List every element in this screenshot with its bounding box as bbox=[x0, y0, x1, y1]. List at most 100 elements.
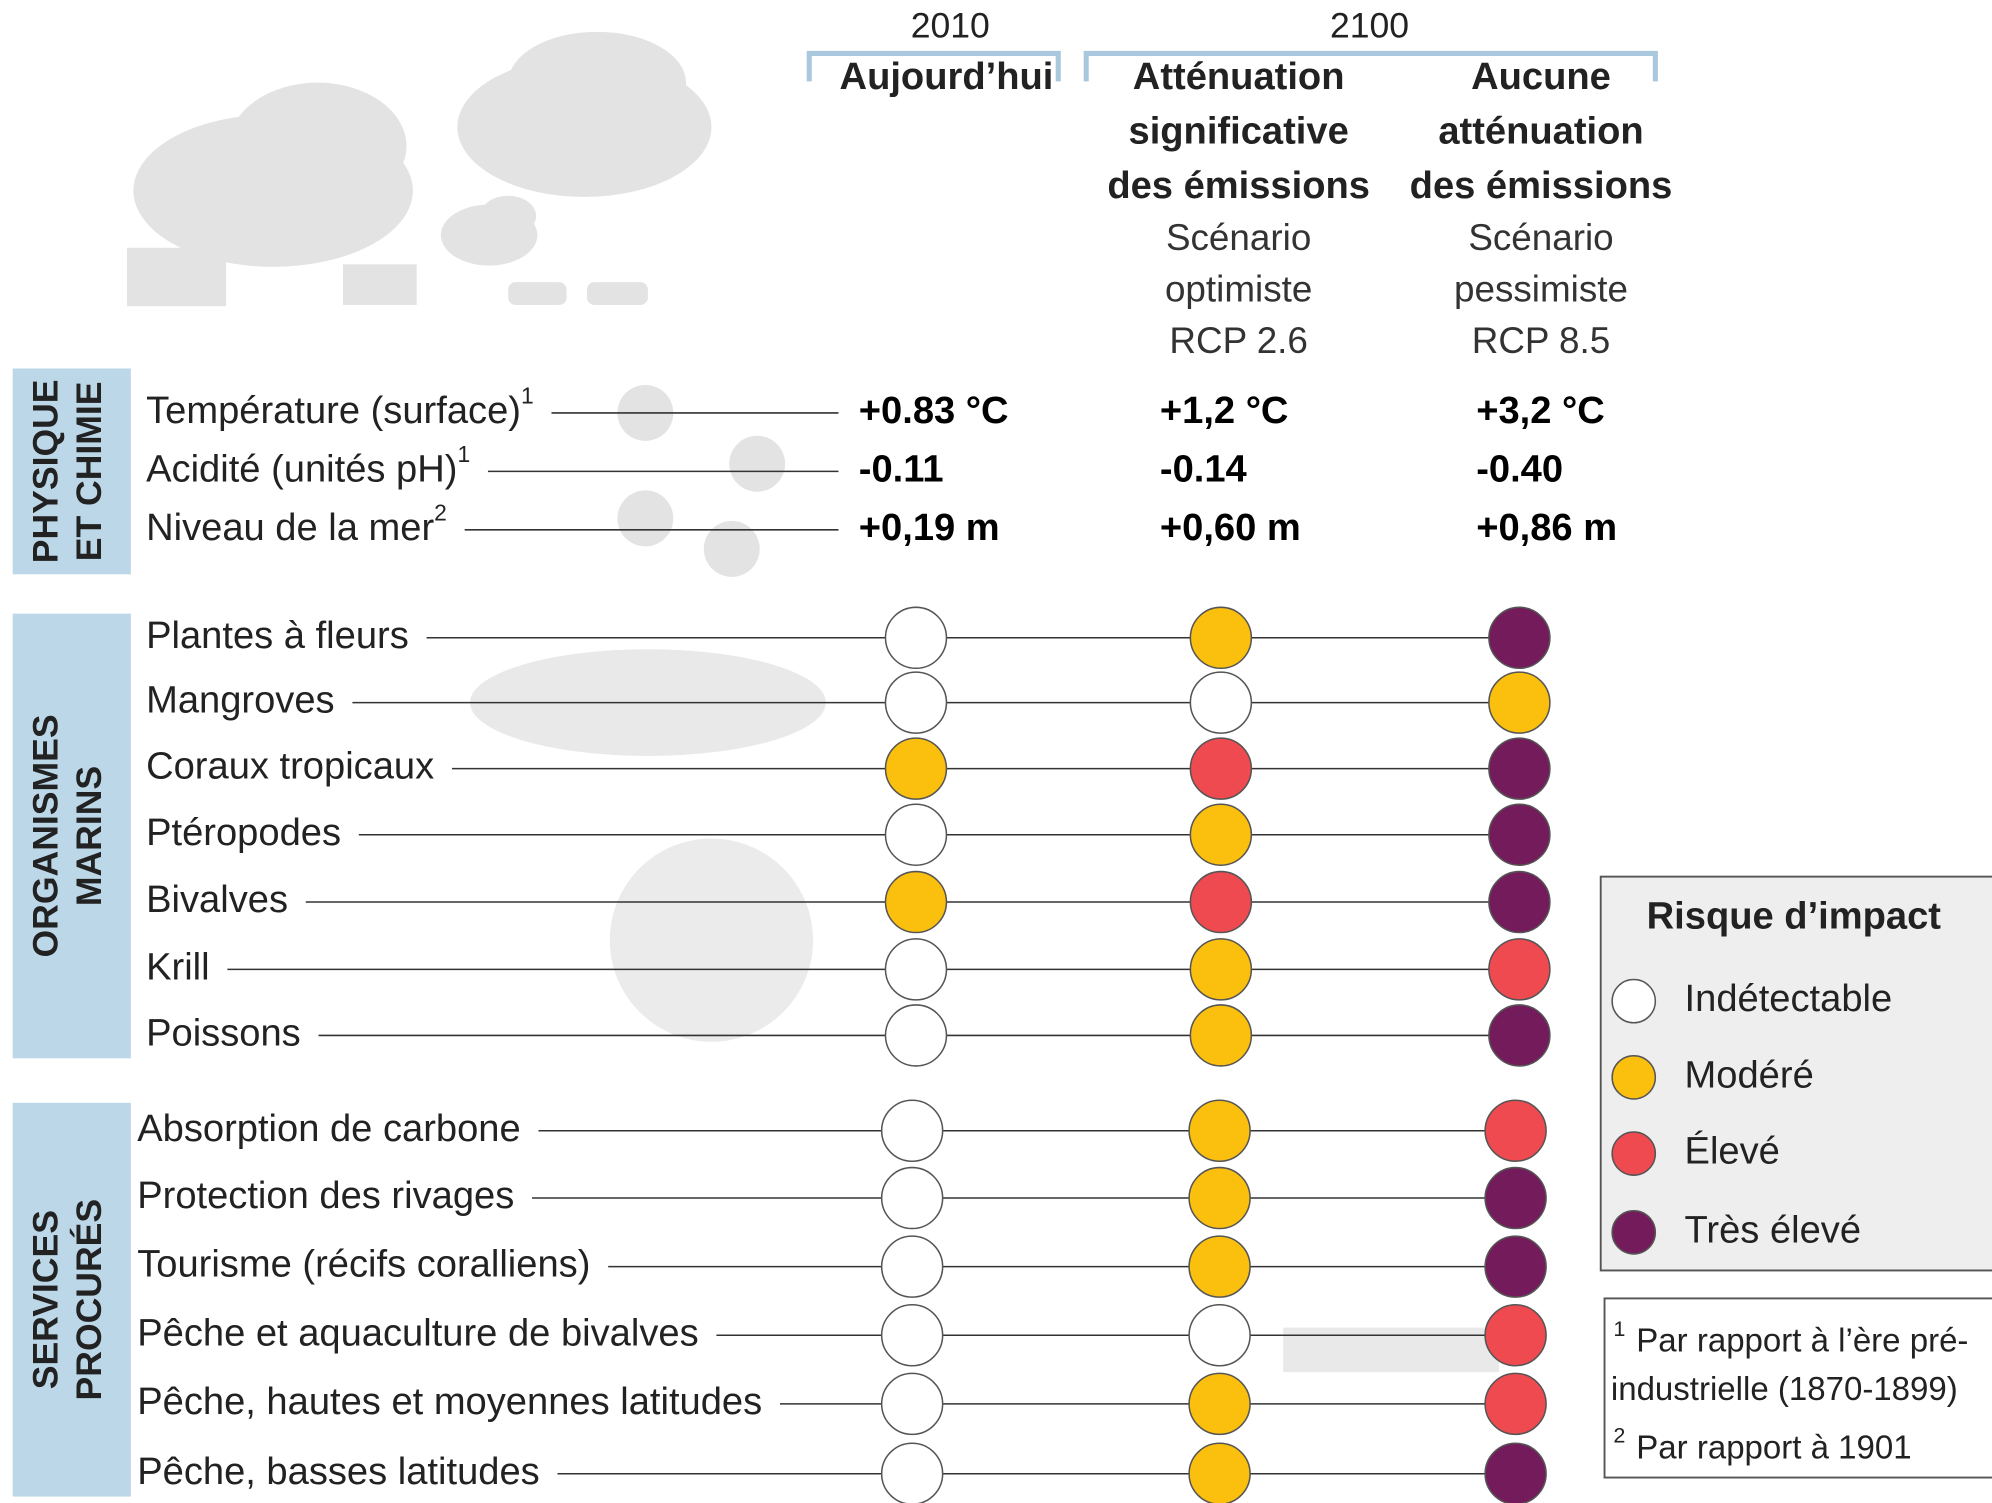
legend-title: Risque d’impact bbox=[1647, 896, 1942, 938]
year-label: 2010 bbox=[911, 5, 990, 45]
section-box bbox=[12, 368, 131, 575]
section-label: MARINS bbox=[69, 766, 109, 906]
row-label: Tourisme (récifs coralliens) bbox=[137, 1244, 590, 1286]
notes-box bbox=[1603, 1297, 1992, 1479]
row-value: +0,60 m bbox=[1160, 507, 1301, 549]
risk-circle bbox=[884, 606, 948, 670]
risk-circle bbox=[1488, 938, 1551, 1001]
risk-circle bbox=[1189, 671, 1253, 734]
risk-circle bbox=[1188, 1099, 1251, 1162]
risk-circle bbox=[1189, 938, 1253, 1001]
risk-circle bbox=[1189, 737, 1253, 800]
column-title: Aucune bbox=[1471, 56, 1611, 98]
legend-swatch bbox=[1611, 1055, 1657, 1100]
row-value: +0.83 °C bbox=[859, 390, 1009, 432]
footnote-marker: 2 bbox=[434, 500, 447, 526]
section-label: PHYSIQUE bbox=[26, 379, 66, 563]
row-label: Krill bbox=[146, 946, 210, 988]
risk-circle bbox=[1188, 1442, 1251, 1503]
label-text: Niveau de la mer bbox=[146, 507, 434, 549]
risk-circle bbox=[1188, 1304, 1251, 1367]
risk-circle bbox=[880, 1166, 944, 1230]
row-label: Ptéropodes bbox=[146, 812, 341, 854]
row-label: Pêche, hautes et moyennes latitudes bbox=[137, 1381, 762, 1423]
row-label: Niveau de la mer2 bbox=[146, 500, 447, 549]
risk-circle bbox=[1189, 803, 1253, 866]
row-label: Poissons bbox=[146, 1012, 301, 1054]
row-value: +0,86 m bbox=[1476, 507, 1617, 549]
row-value: +3,2 °C bbox=[1476, 390, 1605, 432]
risk-circle bbox=[1488, 870, 1551, 934]
column-subtitle: pessimiste bbox=[1454, 268, 1628, 309]
note-text: industrielle (1870-1899) bbox=[1611, 1370, 1958, 1407]
year-label: 2100 bbox=[1330, 5, 1409, 45]
row-label: Protection des rivages bbox=[137, 1175, 514, 1217]
column-title: atténuation bbox=[1438, 111, 1643, 153]
section-label: ET CHIMIE bbox=[69, 381, 109, 561]
risk-circle bbox=[1488, 803, 1551, 866]
risk-circle bbox=[1484, 1235, 1547, 1298]
row-label: Température (surface)1 bbox=[146, 383, 534, 432]
section-label: PROCURÉS bbox=[69, 1199, 109, 1401]
legend-box bbox=[1599, 875, 1992, 1272]
risk-circle bbox=[1188, 1166, 1251, 1230]
risk-circle bbox=[1484, 1166, 1547, 1230]
risk-circle bbox=[1488, 671, 1551, 734]
row-value: -0.40 bbox=[1476, 448, 1563, 490]
row-label: Pêche et aquaculture de bivalves bbox=[137, 1312, 698, 1354]
row-value: +0,19 m bbox=[859, 507, 1000, 549]
footnote-marker: 1 bbox=[457, 441, 470, 467]
risk-circle bbox=[1188, 1372, 1251, 1436]
legend-label: Modéré bbox=[1685, 1054, 1814, 1096]
risk-circle bbox=[1189, 606, 1253, 670]
row-label: Plantes à fleurs bbox=[146, 615, 409, 657]
row-label: Acidité (unités pH)1 bbox=[146, 441, 470, 490]
risk-circle bbox=[1484, 1304, 1547, 1367]
note-text: Par rapport à 1901 bbox=[1636, 1428, 1911, 1465]
note-marker: 1 bbox=[1613, 1316, 1625, 1341]
risk-circle bbox=[884, 1004, 948, 1067]
risk-circle bbox=[880, 1099, 944, 1162]
legend-label: Très élevé bbox=[1685, 1209, 1862, 1251]
section-label: SERVICES bbox=[26, 1210, 66, 1389]
column-title: des émissions bbox=[1410, 165, 1673, 207]
column-title: des émissions bbox=[1107, 165, 1370, 207]
risk-circle bbox=[1189, 1004, 1253, 1067]
column-title: significative bbox=[1129, 111, 1349, 153]
legend-swatch bbox=[1611, 1209, 1657, 1255]
row-value: +1,2 °C bbox=[1160, 390, 1289, 432]
row-value: -0.14 bbox=[1160, 448, 1247, 490]
risk-circle bbox=[880, 1372, 944, 1436]
risk-circle bbox=[884, 870, 948, 934]
legend-swatch bbox=[1611, 978, 1657, 1024]
risk-circle bbox=[884, 938, 948, 1001]
risk-circle bbox=[1484, 1099, 1547, 1162]
risk-circle bbox=[1484, 1442, 1547, 1503]
legend-swatch bbox=[1611, 1131, 1657, 1176]
label-text: Acidité (unités pH) bbox=[146, 448, 457, 490]
note-marker: 2 bbox=[1613, 1423, 1625, 1448]
risk-circle bbox=[1484, 1372, 1547, 1436]
row-value: -0.11 bbox=[859, 448, 944, 490]
row-label: Absorption de carbone bbox=[137, 1108, 520, 1150]
column-title: Aujourd’hui bbox=[840, 56, 1054, 98]
risk-circle bbox=[1188, 1235, 1251, 1298]
column-subtitle: Scénario bbox=[1468, 217, 1613, 258]
label-text: Température (surface) bbox=[146, 390, 521, 432]
risk-circle bbox=[884, 803, 948, 866]
column-title: Atténuation bbox=[1133, 56, 1345, 98]
footnote-marker: 1 bbox=[521, 383, 534, 409]
column-subtitle: RCP 2.6 bbox=[1169, 320, 1308, 361]
legend-label: Élevé bbox=[1685, 1130, 1780, 1173]
risk-circle bbox=[884, 737, 948, 800]
row-label: Mangroves bbox=[146, 680, 335, 722]
note-text: Par rapport à l’ère pré- bbox=[1636, 1322, 1968, 1359]
risk-circle bbox=[1488, 1004, 1551, 1067]
row-label: Pêche, basses latitudes bbox=[137, 1451, 540, 1493]
legend-label: Indétectable bbox=[1685, 978, 1893, 1020]
risk-circle bbox=[880, 1442, 944, 1503]
section-box bbox=[12, 613, 131, 1059]
section-box bbox=[12, 1102, 131, 1497]
risk-circle bbox=[880, 1235, 944, 1298]
column-subtitle: optimiste bbox=[1165, 268, 1312, 309]
